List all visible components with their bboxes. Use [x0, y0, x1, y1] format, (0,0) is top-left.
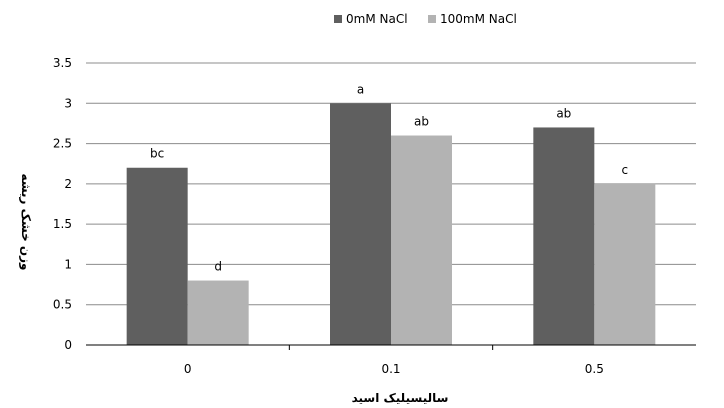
bar-series-1-0.5	[533, 127, 595, 345]
legend: 0mM NaCl 100mM NaCl	[334, 12, 517, 26]
data-label: bc	[150, 147, 164, 161]
y-tick-label: 1.5	[53, 217, 72, 231]
y-tick-label: 2	[64, 177, 72, 191]
y-axis-title: وزن خشک ریشه	[18, 173, 33, 270]
y-tick-label: 3	[64, 96, 72, 110]
x-tick-label: 0.5	[585, 362, 604, 376]
y-tick-label: 2.5	[53, 137, 72, 151]
legend-label-series-1: 0mM NaCl	[346, 12, 408, 26]
legend-label-series-2: 100mM NaCl	[440, 12, 517, 26]
legend-swatch-series-2	[428, 15, 436, 23]
y-tick-label: 0	[64, 338, 72, 352]
data-label: ab	[556, 106, 571, 120]
bar-series-2-0	[187, 280, 249, 345]
bar-series-2-0.5	[594, 183, 656, 345]
data-labels: bc d a ab ab c	[150, 82, 628, 273]
data-label: c	[622, 163, 629, 177]
bar-series-1-0	[126, 167, 188, 345]
y-tick-label: 1	[64, 257, 72, 271]
y-axis-ticks: 0 0.5 1 1.5 2 2.5 3 3.5	[53, 56, 72, 352]
x-tick-label: 0	[184, 362, 192, 376]
data-label: a	[357, 82, 364, 96]
bars	[126, 103, 656, 346]
data-label: d	[214, 260, 222, 274]
x-axis-ticks: 0 0.1 0.5	[184, 345, 604, 376]
x-tick-label: 0.1	[381, 362, 400, 376]
y-tick-label: 0.5	[53, 298, 72, 312]
data-label: ab	[414, 115, 429, 129]
y-tick-label: 3.5	[53, 56, 72, 70]
bar-series-2-0.1	[391, 135, 452, 345]
legend-swatch-series-1	[334, 15, 342, 23]
x-axis-title: سالیسیلیک اسید	[352, 391, 449, 405]
bar-series-1-0.1	[330, 103, 391, 346]
